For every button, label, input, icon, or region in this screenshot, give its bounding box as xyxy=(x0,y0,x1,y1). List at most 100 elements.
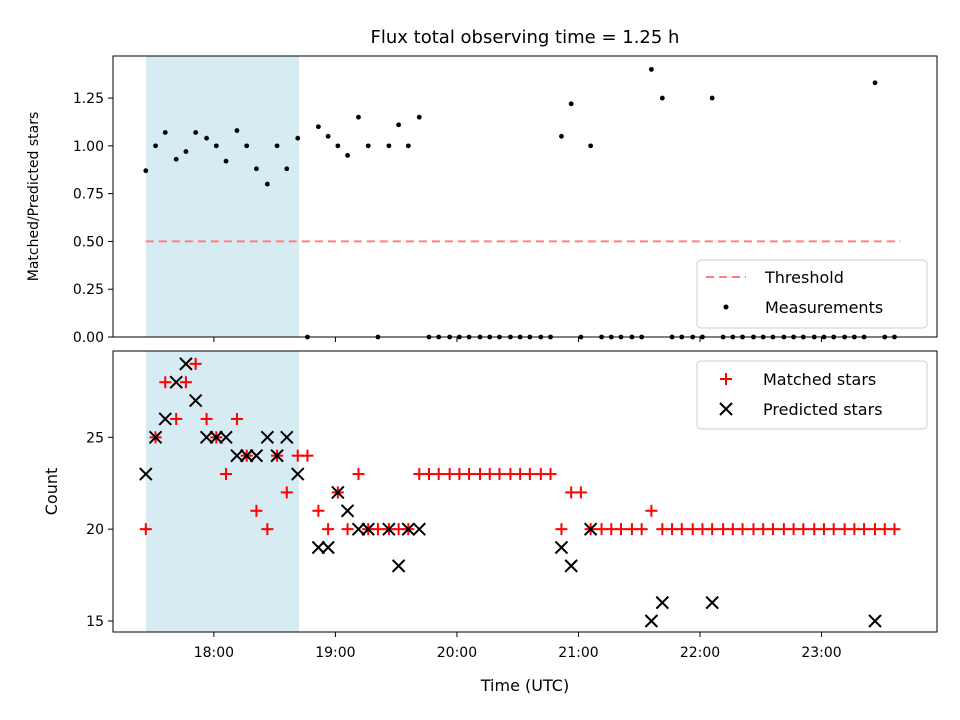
bottom-y-axis-label: Count xyxy=(42,468,61,516)
matched-star-point xyxy=(301,449,314,462)
bottom-x-tick-label: 23:00 xyxy=(801,645,841,661)
x-stroke-b xyxy=(331,485,345,500)
matched-star-point xyxy=(797,523,810,536)
predicted-star-point xyxy=(249,448,264,463)
matched-star-point xyxy=(574,486,587,499)
bottom-x-tick-label: 19:00 xyxy=(315,645,355,661)
predicted-star-point xyxy=(361,522,375,536)
matched-star-point xyxy=(200,412,213,425)
predicted-star-point xyxy=(351,522,366,536)
measurement-point xyxy=(396,122,402,128)
matched-star-point xyxy=(766,523,779,536)
x-stroke-b xyxy=(219,430,233,445)
measurement-point xyxy=(588,143,594,149)
bottom-y-tick-label: 15 xyxy=(86,614,104,630)
predicted-star-point xyxy=(239,448,254,463)
matched-star-point xyxy=(170,412,183,425)
matched-star-point xyxy=(555,523,568,536)
x-stroke-b xyxy=(361,522,375,536)
measurement-point xyxy=(416,114,422,120)
x-stroke-b xyxy=(412,522,426,536)
x-stroke-b xyxy=(230,448,244,463)
predicted-star-point xyxy=(169,375,183,389)
top-legend: Threshold Measurements xyxy=(696,259,928,329)
measurement-point xyxy=(325,133,331,139)
bottom-x-tick-label: 18:00 xyxy=(194,645,234,661)
measurements-series xyxy=(143,66,897,340)
measurement-point xyxy=(204,135,209,141)
matched-star-point xyxy=(615,523,628,536)
top-y-tick-label: 0.50 xyxy=(73,234,104,250)
bottom-y-tick-label: 20 xyxy=(86,522,104,538)
matched-star-point xyxy=(159,376,172,389)
x-stroke-b xyxy=(139,467,153,481)
top-shaded-band xyxy=(145,56,299,337)
measurement-point xyxy=(365,143,371,149)
x-stroke-b xyxy=(382,522,396,536)
top-y-axis-label: Matched/Predicted stars xyxy=(26,112,42,282)
predicted-star-point xyxy=(158,412,172,426)
x-stroke-b xyxy=(158,412,172,426)
predicted-star-point xyxy=(148,430,163,445)
legend-predicted-label: Predicted stars xyxy=(763,400,883,419)
bottom-axes-frame xyxy=(112,350,938,633)
measurement-point xyxy=(335,143,341,149)
predicted-star-point xyxy=(644,614,659,628)
measurement-point xyxy=(356,114,361,120)
x-stroke-b xyxy=(554,540,569,555)
x-stroke-b xyxy=(280,430,294,445)
top-y-tick-label: 0.75 xyxy=(73,187,104,203)
x-stroke-b xyxy=(351,522,366,536)
predicted-star-point xyxy=(868,614,882,628)
matched-star-point xyxy=(493,468,506,481)
bottom-legend: Matched stars Predicted stars xyxy=(696,360,928,430)
top-panel: 0.00 0.25 0.50 0.75 1.00 1.25 Flux total obse… xyxy=(26,27,938,346)
top-x-axis-ticks xyxy=(213,337,823,342)
measurement-point xyxy=(223,158,229,164)
matched-star-point xyxy=(250,504,263,517)
bottom-x-tick-label: 20:00 xyxy=(437,645,477,661)
x-stroke-b xyxy=(169,375,183,389)
bottom-panel: 15 20 25 18:00 19:00 20:00 21:00 22:00 23:00 Ti… xyxy=(42,350,938,695)
top-y-axis-ticks: 0.00 0.25 0.50 0.75 1.00 1.25 xyxy=(73,91,113,346)
measurement-point xyxy=(143,168,149,174)
predicted-star-point xyxy=(270,448,284,463)
predicted-star-point xyxy=(331,485,345,500)
x-stroke-b xyxy=(644,614,659,628)
predicted-star-point xyxy=(382,522,396,536)
predicted-star-point xyxy=(554,540,569,555)
matched-star-point xyxy=(706,523,719,536)
matched-star-point xyxy=(341,523,354,536)
matched-star-point xyxy=(220,468,233,481)
measurement-point xyxy=(162,130,168,135)
x-stroke-b xyxy=(868,614,882,628)
x-stroke-b xyxy=(188,393,203,408)
measurement-point xyxy=(234,128,240,133)
matched-star-point xyxy=(189,357,202,370)
chart-title: Flux total observing time = 1.25 h xyxy=(371,27,680,48)
matched-star-point xyxy=(888,523,901,536)
predicted-star-point xyxy=(188,393,203,408)
x-stroke-b xyxy=(311,540,326,555)
x-stroke-b xyxy=(270,448,284,463)
predicted-star-point xyxy=(280,430,294,445)
matched-star-point xyxy=(322,523,335,536)
measurement-point xyxy=(153,143,158,149)
measurement-point xyxy=(295,135,301,141)
matched-star-point xyxy=(371,523,384,536)
matched-star-point xyxy=(179,376,192,389)
x-stroke-b xyxy=(249,448,264,463)
matched-star-point xyxy=(858,523,871,536)
predicted-star-point xyxy=(209,430,224,445)
predicted-star-point xyxy=(179,357,193,371)
top-y-tick-label: 1.00 xyxy=(73,139,104,155)
predicted-star-point xyxy=(260,430,275,445)
matched-star-point xyxy=(312,504,325,517)
predicted-star-point xyxy=(705,595,719,610)
predicted-star-point xyxy=(340,504,355,518)
matched-star-point xyxy=(827,523,840,536)
predicted-star-point xyxy=(321,540,335,555)
matched-star-point xyxy=(139,523,152,536)
